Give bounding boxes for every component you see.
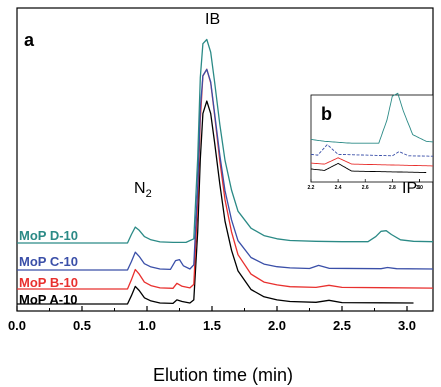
series-line-mop-a-10 bbox=[17, 100, 414, 305]
inset-x-tick-label-2.8: 2.8 bbox=[389, 185, 396, 191]
peak-label-n2-text: N bbox=[134, 180, 146, 197]
inset-x-tick-label-2.2: 2.2 bbox=[308, 185, 315, 191]
inset-x-tick-label-2.4: 2.4 bbox=[335, 185, 342, 191]
x-tick-label-3.0: 3.0 bbox=[398, 318, 416, 333]
x-tick-label-1.0: 1.0 bbox=[138, 318, 156, 333]
series-line-mop-d-10 bbox=[17, 38, 434, 244]
peak-label-n2-subscript: 2 bbox=[146, 188, 152, 200]
series-label-mop-c-10: MoP C-10 bbox=[19, 254, 78, 269]
panel-label-a: a bbox=[24, 30, 35, 50]
x-tick-label-0.5: 0.5 bbox=[73, 318, 91, 333]
inset-series-line-mop-c-10 bbox=[310, 143, 433, 157]
inset-frame bbox=[310, 94, 434, 183]
x-tick-label-2.0: 2.0 bbox=[268, 318, 286, 333]
inset-series-line-mop-b-10 bbox=[310, 157, 433, 167]
series-label-mop-a-10: MoP A-10 bbox=[19, 292, 78, 307]
panel-label-b: b bbox=[321, 104, 332, 124]
inset-series-line-mop-a-10 bbox=[310, 162, 427, 173]
peak-label-n2: N2 bbox=[134, 180, 152, 200]
inset-x-tick-label-3.: 3. bbox=[417, 185, 422, 191]
series-line-mop-c-10 bbox=[17, 68, 434, 271]
x-axis-label: Elution time (min) bbox=[153, 365, 293, 385]
series-label-mop-d-10: MoP D-10 bbox=[19, 228, 78, 243]
inset-plot: b 2.2 2.4 2.6 2.8 3.03. bbox=[308, 92, 434, 191]
series-label-mop-b-10: MoP B-10 bbox=[19, 275, 78, 290]
x-tick-label-1.5: 1.5 bbox=[203, 318, 221, 333]
peak-label-ip: IP bbox=[402, 180, 417, 197]
inset-series-layer bbox=[310, 92, 434, 173]
inset-x-tick-label-2.6: 2.6 bbox=[362, 185, 369, 191]
inset-series-line-mop-d-10 bbox=[310, 92, 434, 144]
x-tick-label-0.0: 0.0 bbox=[8, 318, 26, 333]
x-tick-label-2.5: 2.5 bbox=[333, 318, 351, 333]
inset-x-axis: 2.2 2.4 2.6 2.8 3.03. bbox=[308, 179, 423, 191]
inset-x-tick-label-3.0: 3.0 bbox=[416, 185, 423, 191]
x-axis: 0.0 0.5 1.0 1.5 2.0 2.5 3.0 bbox=[8, 306, 416, 333]
legend: MoP A-10 MoP B-10 MoP C-10 MoP D-10 bbox=[19, 228, 78, 307]
peak-label-ib: IB bbox=[205, 11, 220, 28]
series-layer bbox=[17, 38, 434, 305]
